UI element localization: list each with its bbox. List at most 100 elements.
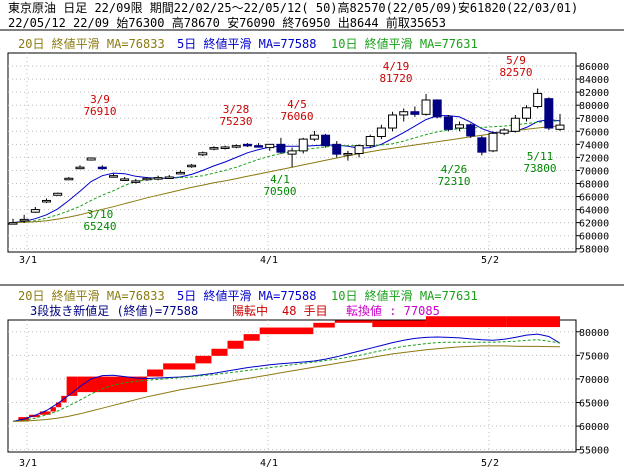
candle-down [477, 137, 487, 153]
new-price-block [313, 322, 335, 328]
new-price-block [195, 355, 212, 364]
lower-legend-ma20: 20日 終値平滑 MA=76833 [18, 289, 165, 303]
candle-up [365, 136, 375, 147]
candle-up [198, 152, 208, 156]
lower-x-tick-label: 4/1 [260, 458, 278, 469]
candle-up [510, 117, 520, 132]
lower-y-tick-label: 60000 [579, 422, 609, 433]
candle-up [265, 143, 275, 149]
lower-y-tick-label: 70000 [579, 375, 609, 386]
candle-up [120, 178, 130, 181]
annotation-value: 73800 [523, 162, 556, 175]
new-price-block [425, 316, 507, 328]
candle-down [410, 111, 420, 115]
candle-up [86, 157, 96, 161]
lower-y-tick-label: 75000 [579, 351, 609, 362]
new-price-block [372, 320, 426, 328]
new-price-block [55, 402, 62, 408]
candle-up [399, 111, 409, 116]
upper-y-tick-label: 84000 [579, 75, 609, 86]
new-price-block [50, 407, 56, 412]
candle-down [443, 116, 453, 130]
annotation-date: 4/5 [287, 98, 307, 111]
annotation-date: 4/1 [270, 173, 290, 186]
candle-down [321, 134, 331, 147]
candle-down [97, 166, 107, 170]
lower-ma-line [12, 345, 561, 422]
legend-ma20: 20日 終値平滑 MA=76833 [18, 37, 165, 51]
annotation-value: 82570 [499, 66, 532, 79]
upper-y-tick-label: 74000 [579, 140, 609, 151]
upper-y-tick-label: 66000 [579, 193, 609, 204]
upper-y-tick-label: 78000 [579, 114, 609, 125]
annotation-value: 76060 [280, 110, 313, 123]
candle-up [220, 146, 230, 149]
candle-up [19, 218, 29, 222]
candle-up [298, 138, 308, 152]
new-price-block [227, 340, 244, 349]
upper-x-tick-label: 3/1 [19, 255, 37, 266]
upper-y-tick-label: 60000 [579, 232, 609, 243]
candle-down [242, 143, 252, 147]
lower-plot-frame [7, 319, 577, 453]
lower-y-tick-label: 65000 [579, 399, 609, 410]
lower-y-tick-label: 80000 [579, 328, 609, 339]
lower-y-tick-label: 55000 [579, 446, 609, 457]
candle-up [343, 152, 353, 156]
candle-up [231, 145, 241, 148]
lower-x-tick-label: 3/1 [19, 458, 37, 469]
candle-down [544, 98, 554, 129]
upper-y-tick-label: 58000 [579, 245, 609, 256]
new-price-method-label: 3段抜き新値足 (終値)=77588 [30, 304, 199, 318]
annotation-value: 72310 [437, 175, 470, 188]
candle-up [455, 124, 465, 129]
candle-up [555, 124, 565, 130]
annotation-value: 76910 [83, 105, 116, 118]
new-price-block [334, 320, 373, 323]
lower-ma-line [12, 333, 561, 422]
candle-up [64, 177, 74, 181]
trend-state-label: 陽転中 [232, 304, 269, 318]
candle-up [533, 92, 543, 108]
candle-up [499, 129, 509, 134]
annotation-date: 3/9 [90, 93, 110, 106]
new-price-block [39, 411, 51, 415]
annotation-value: 70500 [263, 185, 296, 198]
annotation-date: 4/19 [383, 60, 410, 73]
lower-ma-line [12, 339, 561, 422]
upper-y-tick-label: 68000 [579, 179, 609, 190]
upper-y-tick-label: 86000 [579, 62, 609, 73]
lower-legend-ma5: 5日 終値平滑 MA=77588 [177, 289, 317, 303]
upper-x-tick-label: 5/2 [481, 255, 499, 266]
candle-up [309, 134, 319, 140]
upper-y-tick-label: 76000 [579, 127, 609, 138]
upper-y-tick-label: 62000 [579, 219, 609, 230]
candle-up [8, 222, 18, 225]
annotation-value: 65240 [83, 220, 116, 233]
new-price-block [259, 327, 314, 335]
annotation-date: 4/26 [441, 163, 468, 176]
candle-up [75, 166, 85, 170]
lower-x-tick-label: 5/2 [481, 458, 499, 469]
candle-down [432, 99, 442, 118]
candle-up [522, 107, 532, 119]
candle-up [153, 177, 163, 180]
candle-up [164, 176, 174, 179]
annotation-value: 81720 [379, 72, 412, 85]
candle-up [376, 127, 386, 138]
upper-y-tick-label: 64000 [579, 206, 609, 217]
annotation-date: 5/9 [506, 54, 526, 67]
candle-up [30, 209, 40, 213]
chart-title-line-1: 東京原油 日足 22/09限 期間22/02/25〜22/05/12( 50)高… [8, 1, 579, 15]
reversal-value-label: 転換値 : 77085 [346, 304, 440, 318]
count-label: 48 手目 [282, 304, 328, 318]
candle-up [53, 192, 63, 196]
upper-y-tick-label: 72000 [579, 153, 609, 164]
upper-plot-frame [7, 52, 577, 253]
candle-up [354, 145, 364, 154]
candle-down [254, 145, 264, 148]
lower-legend-ma10: 10日 終値平滑 MA=77631 [331, 289, 478, 303]
upper-ma-line [12, 120, 561, 224]
